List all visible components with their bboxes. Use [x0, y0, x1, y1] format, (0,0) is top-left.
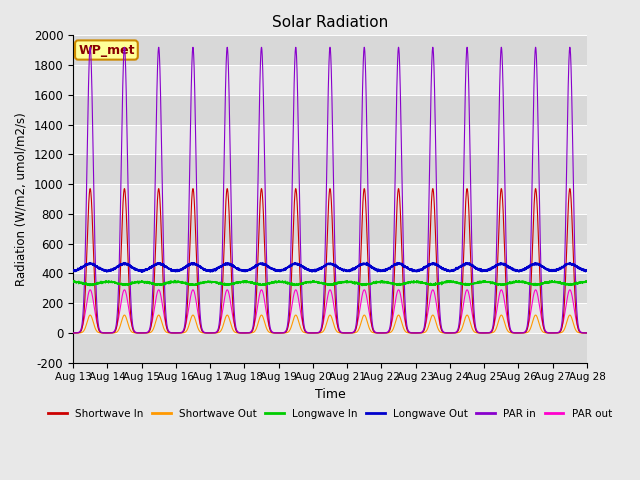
Y-axis label: Radiation (W/m2, umol/m2/s): Radiation (W/m2, umol/m2/s) — [15, 112, 28, 286]
Bar — [73, 244, 587, 274]
Bar — [73, 184, 587, 214]
Title: Solar Radiation: Solar Radiation — [272, 15, 388, 30]
Bar — [73, 155, 587, 184]
X-axis label: Time: Time — [315, 388, 346, 401]
Bar — [73, 95, 587, 125]
Bar — [73, 125, 587, 155]
Legend: Shortwave In, Shortwave Out, Longwave In, Longwave Out, PAR in, PAR out: Shortwave In, Shortwave Out, Longwave In… — [44, 405, 616, 423]
Text: WP_met: WP_met — [78, 44, 134, 57]
Bar — [73, 333, 587, 363]
Bar — [73, 214, 587, 244]
Bar — [73, 274, 587, 303]
Bar — [73, 65, 587, 95]
Bar — [73, 303, 587, 333]
Bar — [73, 36, 587, 65]
